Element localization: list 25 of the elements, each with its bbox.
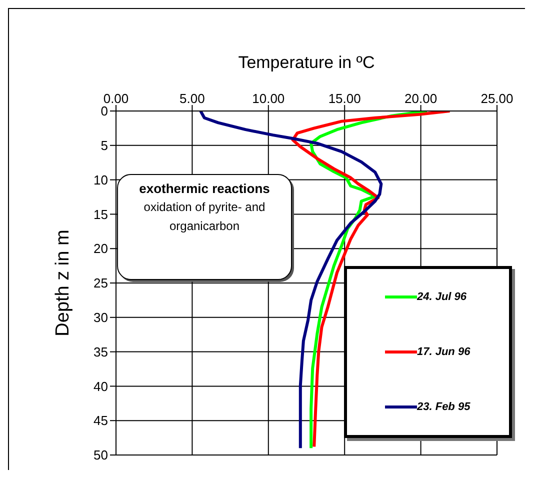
y-tick-label: 45 [94, 413, 108, 428]
x-tick-label: 0.00 [103, 91, 129, 106]
x-tick-label: 10.00 [252, 91, 285, 106]
callout-box: exothermic reactions oxidation of pyrite- and organicarbon [117, 174, 292, 280]
legend-label: 17. Jun 96 [417, 346, 470, 358]
x-tick-label: 20.00 [404, 91, 438, 106]
y-tick-label: 10 [94, 172, 108, 188]
y-tick-label: 5 [100, 138, 108, 154]
legend-label: 24. Jul 96 [417, 290, 467, 303]
x-tick-label: 15.00 [328, 91, 361, 106]
y-tick-label: 0 [100, 104, 108, 119]
y-tick-label: 20 [94, 241, 108, 256]
x-tick-label: 5.00 [180, 91, 205, 106]
y-tick-label: 25 [94, 276, 108, 291]
x-tick-label: 25.00 [480, 91, 514, 106]
x-axis-title: Temperature in ºC [238, 53, 375, 72]
y-axis-title: Depth z in m [52, 230, 74, 336]
legend-label: 23. Feb 95 [417, 401, 470, 414]
annotation: oxidation of pyrite- and organicarbon [142, 199, 266, 235]
annotation: exothermic reactions [138, 180, 271, 198]
y-tick-label: 40 [94, 378, 108, 394]
y-tick-label: 35 [94, 344, 108, 360]
y-tick-label: 15 [94, 206, 108, 222]
y-tick-label: 30 [94, 310, 108, 326]
y-tick-label: 50 [94, 448, 108, 463]
